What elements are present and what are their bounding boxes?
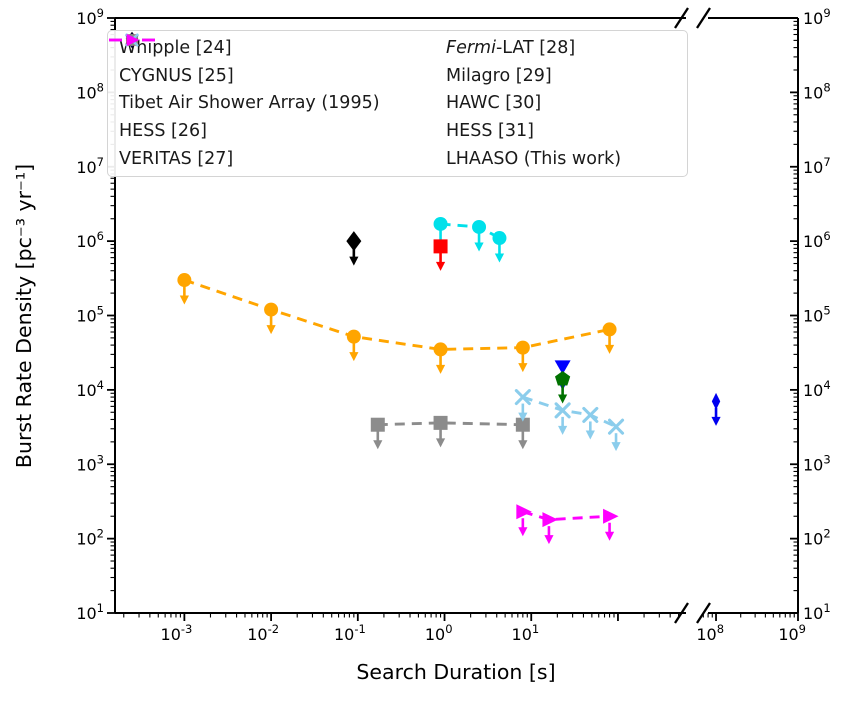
legend-item: Tibet Air Shower Array (1995) <box>109 31 446 118</box>
y-tick-label-left: 108 <box>76 80 104 102</box>
y-tick-label-right: 108 <box>803 80 831 102</box>
data-point <box>433 415 448 430</box>
y-tick-label-right: 104 <box>803 378 831 400</box>
y-tick-label-right: 107 <box>803 155 831 177</box>
data-point <box>346 231 362 252</box>
series-milagro-29 <box>177 273 617 374</box>
y-tick-label-left: 103 <box>76 452 104 474</box>
legend-item: LHAASO (This work) <box>109 33 687 173</box>
legend-label: HESS [31] <box>446 121 534 142</box>
data-point <box>554 360 571 375</box>
data-point <box>433 342 448 357</box>
legend-label: Fermi-LAT [28] <box>446 37 576 58</box>
series-cygnus-25 <box>433 239 448 271</box>
legend-label: LHAASO (This work) <box>446 149 622 170</box>
legend-item: Milagro [29] <box>109 34 687 90</box>
x-tick-label: 10-1 <box>334 622 366 644</box>
data-point <box>515 417 530 432</box>
data-series <box>177 216 721 545</box>
data-point <box>177 273 192 288</box>
x-tick-label: 108 <box>696 622 724 644</box>
y-tick-label-right: 101 <box>803 601 831 623</box>
axis-break-marks <box>674 7 711 624</box>
data-point <box>264 302 279 317</box>
legend-item: HESS [31] <box>109 33 687 145</box>
legend-label: Milagro [29] <box>446 65 552 86</box>
y-tick-label-left: 106 <box>76 229 104 251</box>
legend-label: HAWC [30] <box>446 93 542 114</box>
legend-label: VERITAS [27] <box>119 149 234 170</box>
y-tick-label-left: 107 <box>76 155 104 177</box>
series-lhaaso-this-work <box>516 504 619 545</box>
y-tick-label-right: 106 <box>803 229 831 251</box>
y-tick-label-right: 109 <box>803 6 831 28</box>
y-tick-label-right: 105 <box>803 304 831 326</box>
legend-item: HAWC [30] <box>109 34 687 118</box>
y-tick-label-left: 104 <box>76 378 104 400</box>
legend-item: Fermi-LAT [28] <box>109 33 687 62</box>
tick-labels: 109 109 108 108 107 107 106 106 105 105 104 104 103 1… <box>76 6 830 644</box>
data-point <box>602 322 617 337</box>
data-point <box>554 402 571 419</box>
data-point <box>346 329 361 344</box>
data-point <box>603 508 619 524</box>
legend-item: VERITAS [27] <box>109 35 446 173</box>
y-tick-label-left: 101 <box>76 601 104 623</box>
data-point <box>370 417 385 432</box>
x-axis-label: Search Duration [s] <box>356 660 555 684</box>
legend-label: HESS [26] <box>119 121 207 142</box>
x-tick-label: 10-3 <box>161 622 193 644</box>
series-hess-26 <box>555 371 571 404</box>
data-point <box>433 216 448 231</box>
y-tick-label-left: 109 <box>76 6 104 28</box>
data-point <box>433 239 448 254</box>
series-hess-31 <box>514 389 625 452</box>
legend-column-left: Whipple [24] CYGNUS [25] Tibet Air Shower … <box>109 31 446 173</box>
legend-item: CYGNUS [25] <box>109 34 446 90</box>
y-axis-label: Burst Rate Density [pc⁻³ yr⁻¹] <box>12 164 36 468</box>
data-point <box>515 340 530 355</box>
y-tick-label-right: 102 <box>803 527 831 549</box>
series-hawc-30 <box>370 415 530 450</box>
data-point <box>555 371 571 386</box>
legend-label: Tibet Air Shower Array (1995) <box>119 93 380 114</box>
data-point <box>492 231 507 246</box>
x-tick-label: 101 <box>512 622 540 644</box>
series-tibet-air-shower-array-1995 <box>346 231 362 266</box>
legend-item: Whipple [24] <box>109 34 446 62</box>
data-point <box>607 418 625 435</box>
legend-column-right: Fermi-LAT [28] Milagro [29] HAWC [30] HESS … <box>109 33 687 173</box>
legend-item: HESS [26] <box>109 33 446 145</box>
x-tick-label: 100 <box>425 622 453 644</box>
data-point <box>711 392 721 410</box>
legend-marker-sample <box>109 33 155 47</box>
legend-label: CYGNUS [25] <box>119 65 234 86</box>
data-point <box>516 504 532 520</box>
data-point <box>472 219 487 234</box>
data-point <box>514 389 531 406</box>
y-tick-label-right: 103 <box>803 452 831 474</box>
legend: Whipple [24] CYGNUS [25] Tibet Air Shower … <box>107 30 688 177</box>
y-tick-label-left: 105 <box>76 304 104 326</box>
series-whipple-24 <box>433 216 507 263</box>
plot-generated-content: 109 109 108 108 107 107 106 106 105 105 104 104 103 1… <box>76 6 830 644</box>
x-tick-label: 109 <box>778 622 806 644</box>
data-point <box>582 406 599 424</box>
legend-label: Whipple [24] <box>119 37 232 58</box>
series-fermi-lat-28 <box>711 392 721 426</box>
x-tick-label: 10-2 <box>247 622 279 644</box>
y-tick-label-left: 102 <box>76 527 104 549</box>
data-point <box>542 512 558 528</box>
